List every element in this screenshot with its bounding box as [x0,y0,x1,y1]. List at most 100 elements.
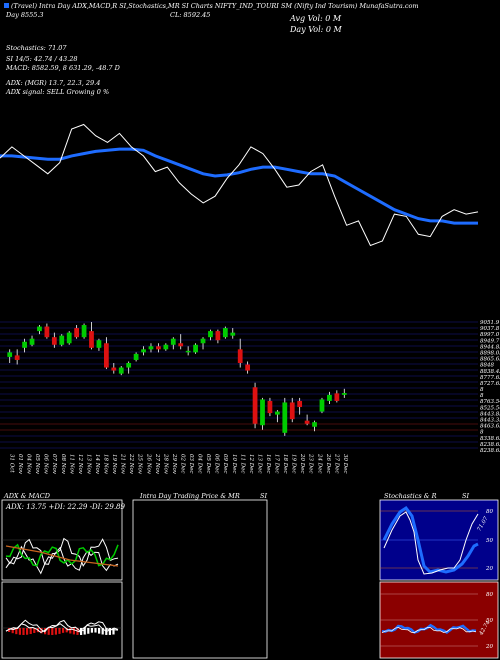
date-axis-label: 27 Nov [154,453,160,475]
candle-body [245,364,251,371]
stoch-d-line [382,505,479,574]
date-axis-label: 05 Nov [34,454,40,475]
rsi-level-label: 20 [485,644,493,650]
macd-histogram-bar [80,628,83,635]
date-axis-label: 30 Dec [342,454,348,474]
price-axis-label: 8949.77 [480,338,500,344]
macd-histogram-bar [101,628,104,635]
price-axis-label: 8 [480,387,484,393]
candle-body [237,349,243,363]
macd-histogram-bar [47,628,50,635]
date-axis-label: 20 Dec [299,453,305,474]
date-axis-label: 31 Oct [9,454,15,473]
price-axis-label: 8238.63 [480,442,500,448]
candle-body [44,326,50,338]
macd-histogram-bar [72,628,75,635]
candle-body [260,399,265,426]
header-close-price: CL: 8592.45 [170,11,211,19]
date-axis-label: 26 Nov [145,453,151,475]
candle-body [334,393,340,401]
macd-histogram-bar [83,628,86,635]
rsi-level-label: 80 [486,592,493,598]
intraday-panel-si: SI [260,492,268,500]
candle-body [274,411,280,415]
macd-histogram-bar [51,628,54,635]
date-axis-label: 26 Dec [325,453,331,474]
candle-body [215,331,221,341]
candle-body [267,400,273,414]
candle-body [312,422,317,427]
price-axis-label: 8 [480,393,484,399]
candle-body [7,352,13,357]
candle-body [89,331,94,348]
price-axis-label: 8763.54 [480,399,500,405]
price-axis-label: 8 [480,430,484,436]
rsi-level-label: 50 [486,618,493,624]
date-axis-label: 19 Dec [291,454,297,474]
macd-histogram-bar [62,628,65,633]
date-axis-label: 06 Nov [43,454,49,475]
stoch-panel-si: SI [462,492,470,500]
day-volume: Day Vol: 0 M [290,25,342,34]
date-axis-label: 01 Nov [17,454,23,475]
candle-body [14,355,20,360]
price-axis-label: 8238.63 [480,448,500,454]
candle-body [126,362,132,368]
price-axis-label: 8997.07 [480,332,500,338]
price-axis-label: 8338.63 [480,436,500,442]
date-axis-label: 17 Dec [274,454,280,474]
macd-histogram-bar [40,628,43,634]
moving-average-line [0,147,478,225]
price-axis-label: 8898.03 [480,350,500,356]
candle-body [222,328,228,338]
chart-header-line1: (Travel) Intra Day ADX,MACD,R SI,Stochas… [4,2,419,10]
candle-body [282,402,288,433]
adx-value: ADX: (MGR) 13.7, 22.3, 29.4 [6,79,101,87]
date-axis-label: 28 Nov [162,453,168,475]
candle-body [133,353,139,360]
candle-body [289,402,295,420]
macd-panel-frame [1,581,123,659]
candle-body [118,367,124,374]
price-axis-label: 8727.63 [480,381,500,387]
macd-signal-line [5,623,119,633]
macd-histogram-bar [87,628,90,634]
macd-histogram-bar [69,628,72,634]
avg-volume: Avg Vol: 0 M [290,14,342,23]
macd-histogram-bar [58,628,61,634]
candle-body [37,326,42,332]
macd-histogram-bar [98,628,101,634]
candle-body [96,340,102,348]
candle-body [208,331,213,338]
date-axis-label: 24 Dec [316,453,322,474]
date-axis-label: 03 Dec [188,454,194,474]
intraday-panel-frame [132,499,268,659]
date-axis-label: 13 Nov [85,454,91,475]
series-color-icon [4,3,9,8]
adx-trend-line [5,545,119,567]
stoch-level-label: 20 [485,566,493,572]
candle-body [74,328,80,338]
candle-body [81,325,87,338]
price-axis-label: 8463.63 [480,424,500,430]
date-axis-label: 07 Nov [51,454,57,475]
rsi-value: SI 14/5: 42.74 / 43.28 [6,55,78,63]
candle-body [178,343,184,347]
main-chart: 9051.99037.878997.078949.778944.838898.0… [0,123,500,475]
price-axis-label: 8777.63 [480,375,500,381]
macd-histogram-bar [90,628,93,633]
date-axis-label: 04 Nov [26,454,32,475]
date-axis-label: 12 Nov [77,454,83,475]
price-axis-label: 8944.83 [480,344,500,350]
adx-panel-title: ADX & MACD [4,492,50,500]
adx-signal: ADX signal: SELL Growing 0 % [6,88,110,96]
date-axis-label: 06 Dec [214,454,220,474]
date-axis-label: 18 Dec [282,454,288,474]
candle-body [304,420,310,424]
candle-body [163,344,169,350]
candle-body [200,338,206,344]
stoch-panel-title: Stochastics & R [384,492,437,500]
rsi-smooth-line [381,623,477,634]
date-axis-label: 16 Dec [265,454,271,474]
candle-body [29,338,35,345]
